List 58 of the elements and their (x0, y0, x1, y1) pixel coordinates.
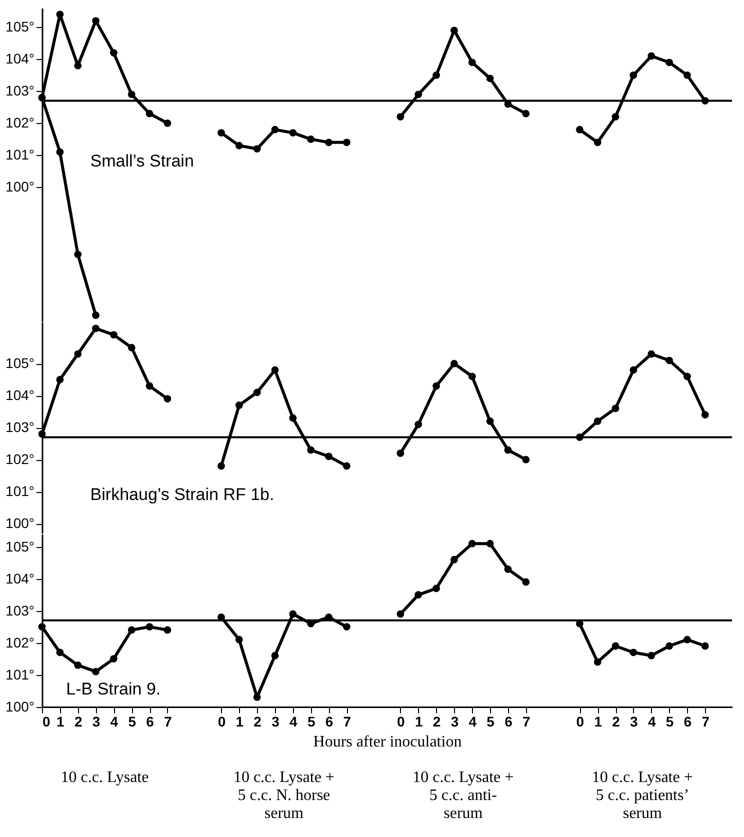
x-tick-label: 7 (522, 713, 530, 730)
y-tick-label: 102° (6, 114, 34, 131)
x-tick-label: 5 (128, 713, 136, 730)
y-tick-label: 103° (6, 602, 34, 618)
x-tick-label: 0 (576, 713, 584, 730)
x-tick-label: 1 (56, 713, 65, 730)
y-tick-label: 105° (6, 538, 34, 554)
text: Birkhaug’s Strain RF 1b. (90, 485, 274, 504)
x-tick-label: 6 (684, 713, 692, 730)
x-tick-label: 5 (307, 713, 316, 730)
y-tick-label: 104° (6, 50, 34, 67)
y-tick-label: 100° (6, 178, 34, 195)
x-tick-label: 1 (236, 713, 244, 730)
x-tick-label: 2 (254, 713, 262, 730)
x-tick-label: 4 (648, 713, 656, 730)
x-tick-label: 2 (74, 713, 82, 730)
x-tick-label: 3 (272, 713, 280, 730)
x-tick-label: 5 (666, 713, 674, 730)
y-tick-label: 101° (6, 146, 34, 163)
x-tick-label: 2 (612, 713, 620, 730)
y-tick-label: 104° (6, 570, 34, 586)
y-tick-label: 101° (6, 666, 34, 682)
x-tick-label: 5 (486, 713, 495, 730)
x-tick-label: 1 (594, 713, 602, 730)
x-tick-label: 7 (702, 713, 710, 730)
x-tick-label: 7 (164, 713, 172, 730)
x-tick-label: 6 (146, 713, 154, 730)
text: 10 c.c. Lysate (60, 768, 149, 786)
y-tick-label: 105° (6, 18, 34, 35)
x-tick-label: 3 (92, 713, 100, 730)
y-tick-label: 100° (6, 515, 34, 532)
x-tick-label: 4 (110, 713, 118, 730)
x-tick-label: 2 (432, 713, 441, 730)
y-tick-label: 102° (6, 634, 34, 650)
x-tick-label: 0 (42, 713, 50, 730)
x-tick-label: 3 (450, 713, 459, 730)
y-tick-label: 102° (6, 451, 34, 468)
x-axis-title: Hours after inoculation (313, 733, 462, 750)
text: Small’s Strain (90, 152, 194, 171)
x-tick-label: 4 (468, 713, 477, 730)
text: L-B Strain 9. (66, 680, 161, 699)
x-tick-label: 0 (397, 713, 406, 730)
x-tick-label: 1 (414, 713, 423, 730)
x-tick-label: 6 (504, 713, 513, 730)
y-tick-label: 103° (6, 82, 34, 99)
text: 10 c.c. Lysate + 5 c.c. anti-serum (412, 768, 514, 822)
x-tick-label: 3 (630, 713, 638, 730)
y-tick-label: 104° (6, 387, 34, 404)
text: 10 c.c. Lysate + 5 c.c. patients’ serum (592, 768, 693, 822)
x-tick-label: 4 (290, 713, 298, 730)
x-tick-label: 7 (343, 713, 352, 730)
x-tick-label: 0 (218, 713, 226, 730)
text: 10 c.c. Lysate + 5 c.c. N. horse serum (233, 768, 334, 822)
y-tick-label: 100° (6, 698, 34, 714)
x-tick-label: 6 (325, 713, 334, 730)
y-tick-label: 103° (6, 419, 34, 436)
y-tick-label: 101° (6, 483, 34, 500)
y-tick-label: 105° (6, 355, 34, 372)
